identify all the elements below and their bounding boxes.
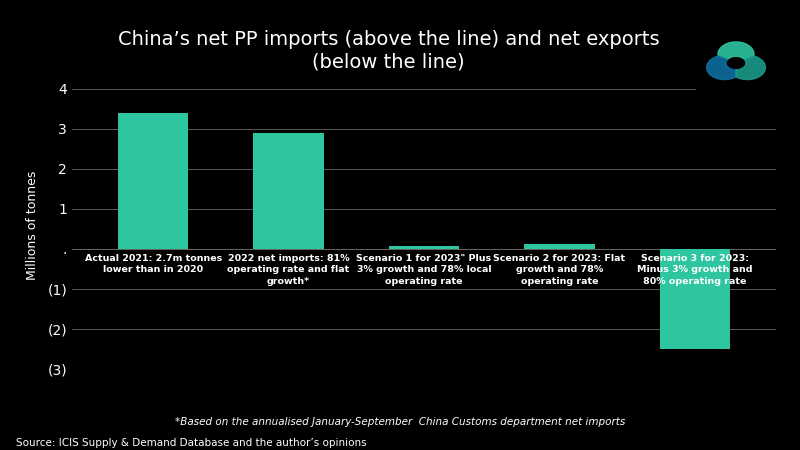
Polygon shape (706, 56, 736, 80)
Bar (118, 113, 189, 249)
Bar (524, 244, 594, 249)
Bar (389, 246, 459, 249)
Text: Scenario 2 for 2023: Flat
growth and 78%
operating rate: Scenario 2 for 2023: Flat growth and 78%… (494, 254, 626, 286)
Text: *Based on the annualised January-September  China Customs department net imports: *Based on the annualised January-Septemb… (175, 417, 625, 427)
Bar (659, 249, 730, 349)
Text: 2022 net imports: 81%
operating rate and flat
growth*: 2022 net imports: 81% operating rate and… (227, 254, 350, 286)
Polygon shape (718, 42, 754, 59)
Text: Actual 2021: 2.7m tonnes
lower than in 2020: Actual 2021: 2.7m tonnes lower than in 2… (85, 254, 222, 274)
Text: Source: ICIS Supply & Demand Database and the author’s opinions: Source: ICIS Supply & Demand Database an… (16, 437, 366, 447)
Y-axis label: Millions of tonnes: Millions of tonnes (26, 170, 39, 280)
Text: Scenario 1 for 2023" Plus
3% growth and 78% local
operating rate: Scenario 1 for 2023" Plus 3% growth and … (357, 254, 491, 286)
Bar (254, 133, 324, 249)
Polygon shape (736, 56, 766, 80)
Title: China’s net PP imports (above the line) and net exports
(below the line): China’s net PP imports (above the line) … (118, 30, 660, 71)
Text: Scenario 3 for 2023:
Minus 3% growth and
80% operating rate: Scenario 3 for 2023: Minus 3% growth and… (637, 254, 753, 286)
